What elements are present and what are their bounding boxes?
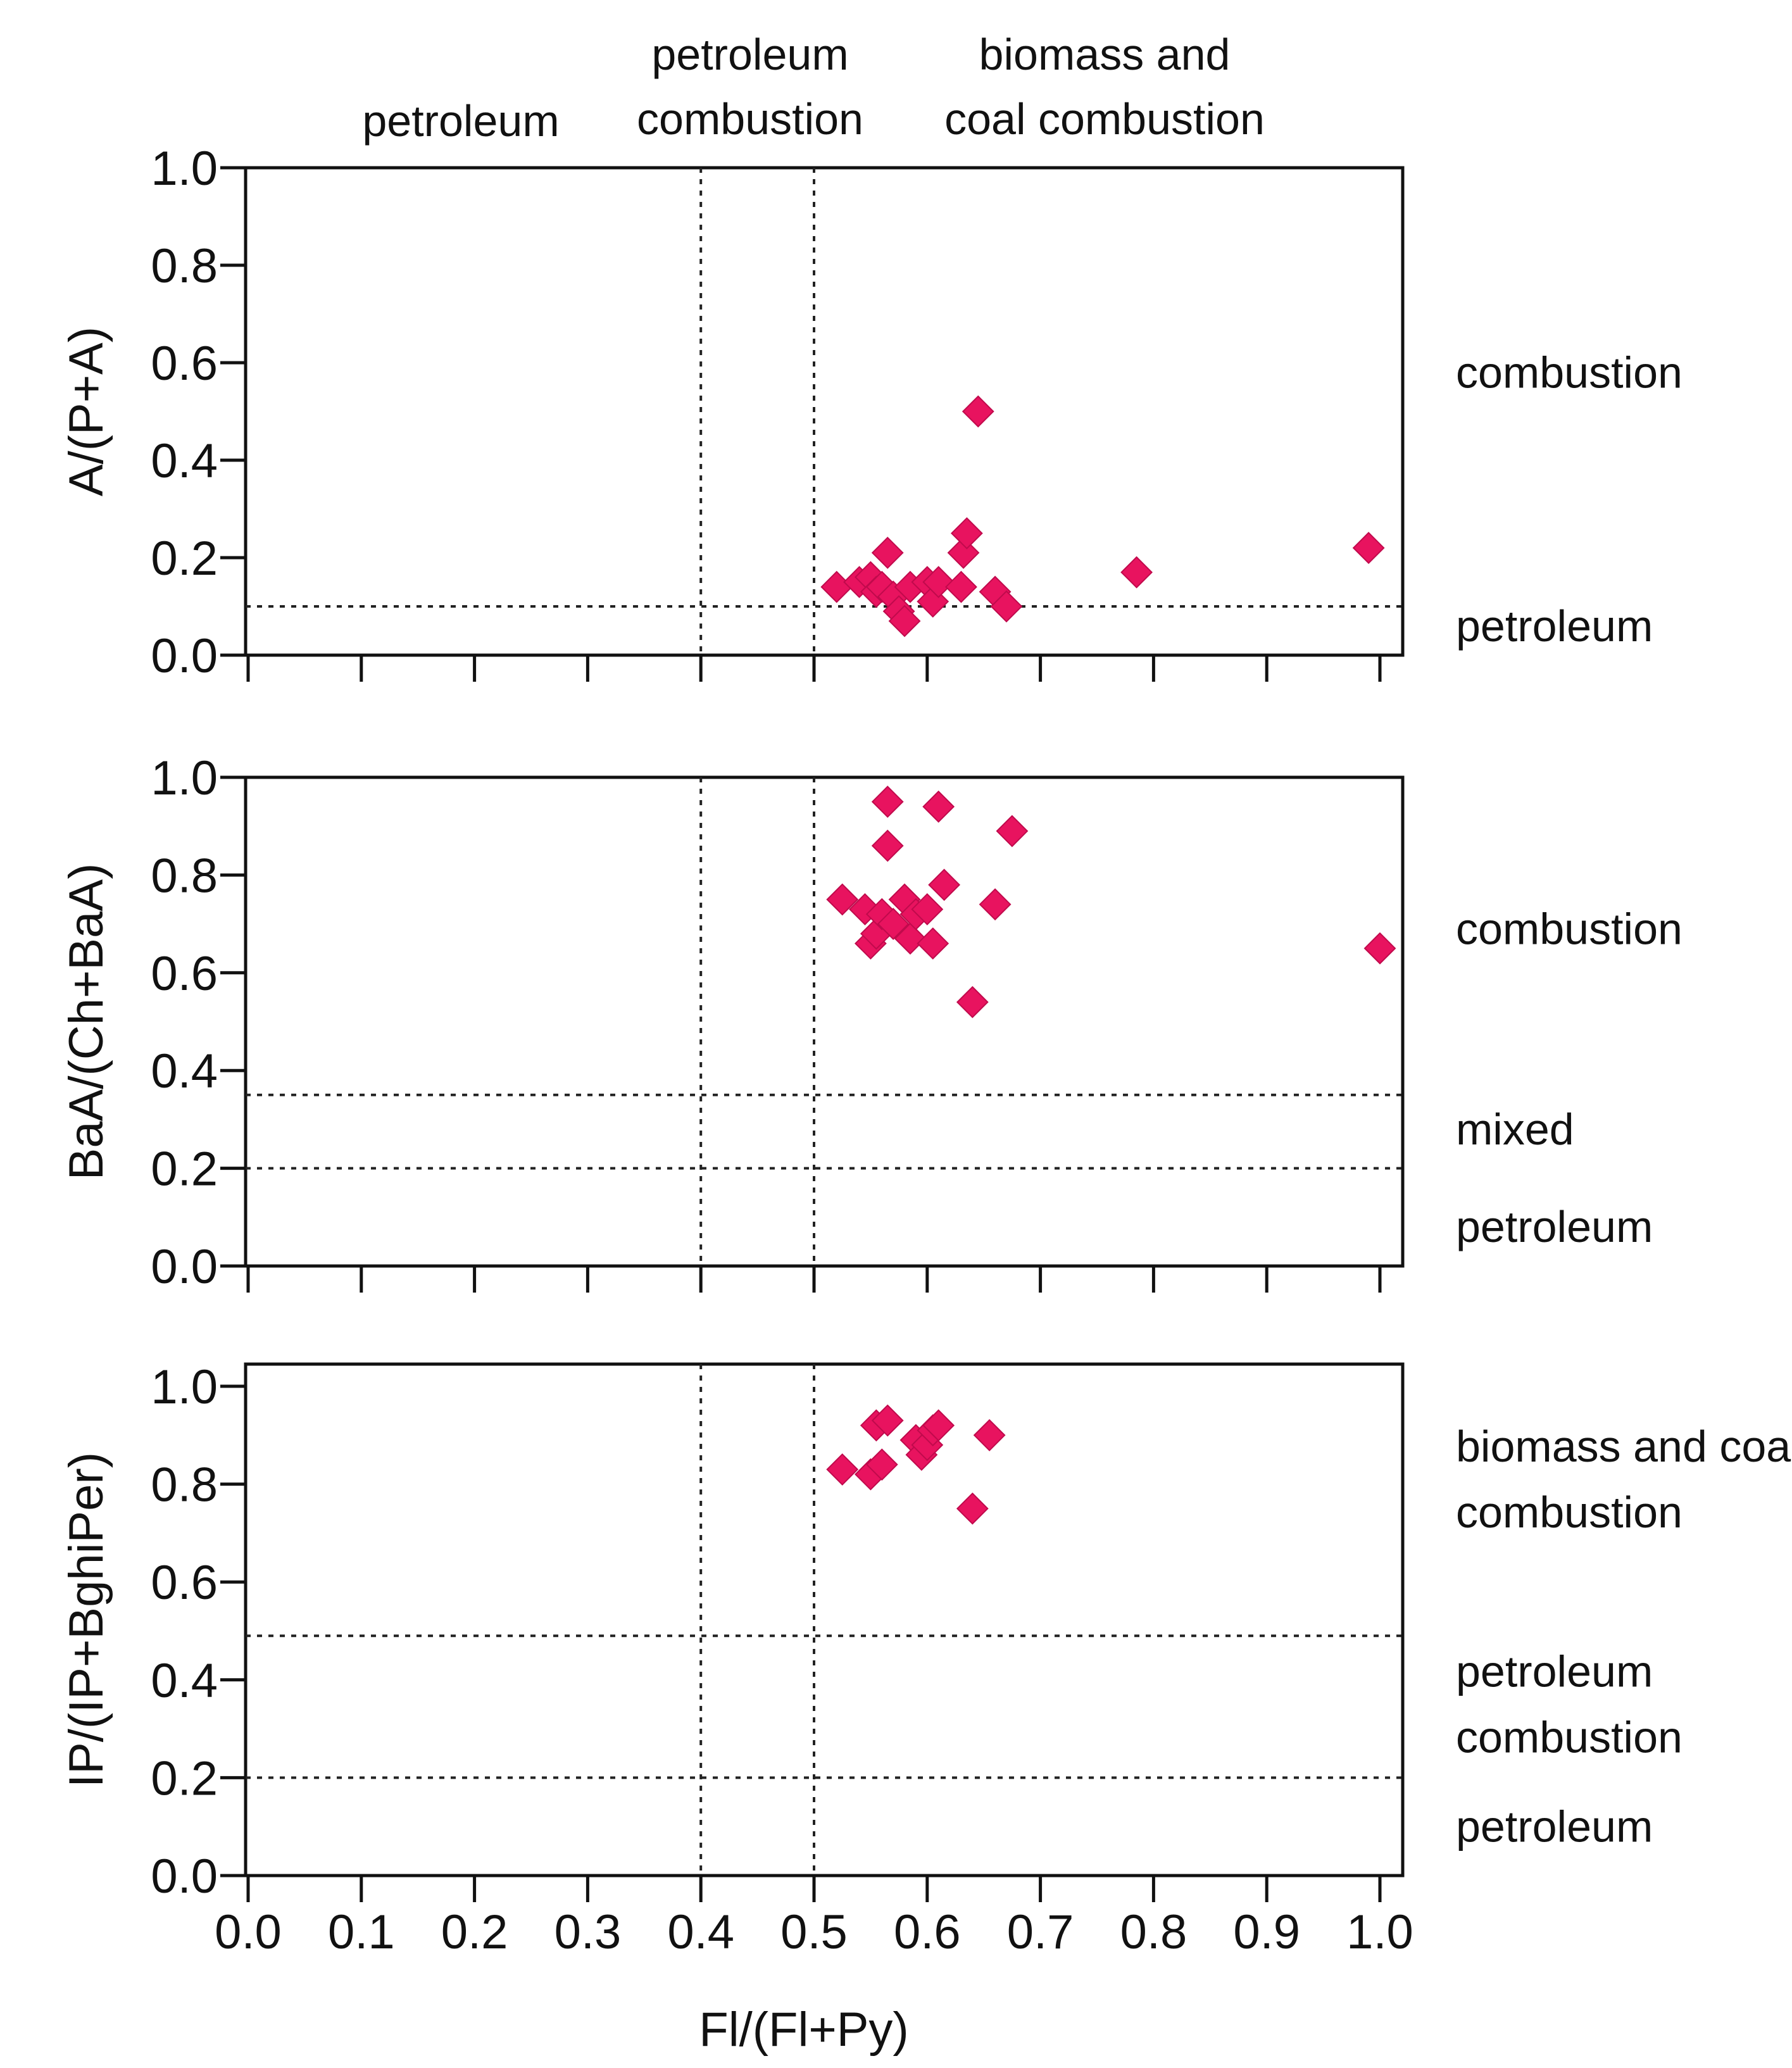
- y-tick-label: 0.8: [151, 239, 218, 293]
- top-label-line: coal combustion: [944, 94, 1265, 144]
- data-point: [956, 1492, 989, 1525]
- region-label: combustion: [1456, 348, 1682, 397]
- region-label-line: petroleum: [1456, 1202, 1653, 1251]
- y-tick-label: 0.4: [151, 1654, 218, 1708]
- panel-3: 0.0 0.2 0.4 0.6 0.8 1.0 0.0 0.1 0.2 0.3 0.4 0.5 0.6 0…: [60, 1360, 1792, 2057]
- region-label-line: mixed: [1456, 1105, 1574, 1154]
- data-point: [871, 536, 904, 569]
- top-label-petroleum: petroleum: [362, 96, 559, 146]
- region-label: petroleum: [1456, 601, 1653, 651]
- region-label: petroleum combustion: [1456, 1646, 1682, 1762]
- y-tick-label: 0.0: [151, 1850, 218, 1903]
- panel-2: 0.0 0.2 0.4 0.6 0.8 1.0 BaA/(Ch+BaA) combustion…: [60, 751, 1682, 1294]
- data-point: [911, 893, 944, 925]
- data-point: [945, 570, 977, 603]
- data-point: [956, 986, 989, 1018]
- x-tick-label: 0.5: [780, 1905, 848, 1959]
- y-tick-label: 0.6: [151, 337, 218, 391]
- data-point: [1120, 556, 1153, 589]
- panel-1: 0.0 0.2 0.4 0.6 0.8 1.0 A/(P+A) combustion petro…: [60, 142, 1682, 683]
- x-tick-label: 1.0: [1346, 1905, 1413, 1959]
- top-label-line: biomass and: [979, 30, 1231, 79]
- y-tick-label: 1.0: [151, 1360, 218, 1414]
- y-tick-label: 0.0: [151, 1240, 218, 1294]
- y-tick-label: 0.4: [151, 1044, 218, 1098]
- data-point: [973, 1419, 1006, 1451]
- x-tick-label: 0.1: [328, 1905, 395, 1959]
- data-point: [947, 536, 980, 569]
- y-tick-label: 0.8: [151, 849, 218, 903]
- plot-frame: [244, 1362, 1405, 1877]
- top-label-biomass-coal: biomass and coal combustion: [944, 30, 1265, 144]
- y-axis-title: A/(P+A): [60, 327, 113, 496]
- region-label: petroleum: [1456, 1202, 1653, 1251]
- region-label: combustion: [1456, 904, 1682, 953]
- data-point: [922, 1409, 955, 1442]
- x-tick-label: 0.6: [894, 1905, 961, 1959]
- region-label: petroleum: [1456, 1802, 1653, 1852]
- data-point: [894, 922, 927, 955]
- y-tick-label: 0.0: [151, 629, 218, 683]
- x-tick-label: 0.7: [1007, 1905, 1074, 1959]
- data-point: [979, 888, 1012, 921]
- x-tick-label: 0.4: [667, 1905, 734, 1959]
- region-label-line: biomass and coal: [1456, 1422, 1792, 1471]
- data-point: [871, 786, 904, 818]
- region-label-line: petroleum: [1456, 1802, 1653, 1852]
- data-point: [922, 566, 955, 598]
- region-label-line: combustion: [1456, 904, 1682, 953]
- region-label-line: combustion: [1456, 1712, 1682, 1762]
- region-label-line: combustion: [1456, 348, 1682, 397]
- data-point: [877, 908, 910, 941]
- data-point: [820, 570, 853, 603]
- y-tick-label: 1.0: [151, 751, 218, 805]
- data-point: [962, 395, 994, 428]
- region-label-line: combustion: [1456, 1488, 1682, 1537]
- data-point: [871, 1404, 904, 1437]
- top-label-line: petroleum: [362, 96, 559, 146]
- region-label-line: petroleum: [1456, 1646, 1653, 1696]
- top-label-petroleum-combustion: petroleum combustion: [637, 30, 863, 144]
- data-point: [871, 829, 904, 862]
- region-label: mixed: [1456, 1105, 1574, 1154]
- y-tick-label: 0.8: [151, 1458, 218, 1512]
- y-tick-label: 0.6: [151, 1556, 218, 1610]
- y-tick-label: 0.4: [151, 434, 218, 488]
- plot-frame: [244, 775, 1405, 1268]
- data-point: [996, 815, 1029, 848]
- data-point: [826, 1453, 859, 1486]
- x-tick-label: 0.8: [1120, 1905, 1187, 1959]
- data-point: [917, 927, 949, 960]
- y-tick-label: 0.2: [151, 532, 218, 586]
- top-label-line: combustion: [637, 94, 863, 144]
- top-label-line: petroleum: [651, 30, 848, 79]
- y-tick-label: 1.0: [151, 142, 218, 196]
- x-tick-label: 0.3: [555, 1905, 622, 1959]
- data-point: [950, 517, 983, 549]
- y-tick-label: 0.6: [151, 947, 218, 1001]
- data-point: [1352, 532, 1385, 565]
- region-label-line: petroleum: [1456, 601, 1653, 651]
- x-tick-label: 0.2: [441, 1905, 508, 1959]
- y-axis-title: IP/(IP+BghiPer): [60, 1452, 113, 1788]
- plot-frame: [244, 166, 1405, 657]
- data-point: [928, 868, 961, 901]
- region-label: biomass and coal combustion: [1456, 1422, 1792, 1537]
- y-tick-label: 0.2: [151, 1752, 218, 1805]
- data-point: [888, 605, 921, 637]
- data-point: [990, 590, 1023, 623]
- x-tick-label: 0.0: [215, 1905, 282, 1959]
- data-point: [922, 790, 955, 823]
- y-axis-title: BaA/(Ch+BaA): [60, 863, 113, 1181]
- data-point: [826, 883, 859, 916]
- data-point: [865, 1448, 898, 1481]
- data-point: [1363, 932, 1396, 965]
- x-tick-label: 0.9: [1233, 1905, 1300, 1959]
- y-tick-label: 0.2: [151, 1143, 218, 1196]
- x-axis-title: Fl/(Fl+Py): [699, 2003, 908, 2057]
